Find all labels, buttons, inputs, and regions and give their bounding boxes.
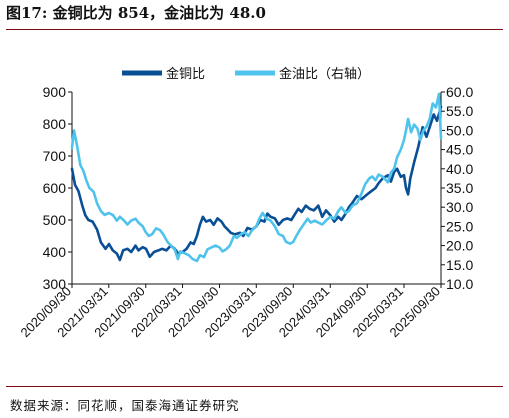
y-right-tick-label: 10.0	[446, 276, 473, 292]
title-rule	[6, 29, 503, 30]
y-left-tick-label: 900	[43, 84, 67, 100]
y-right-tick-label: 60.0	[446, 84, 473, 100]
series-line-gold-oil	[70, 92, 443, 263]
y-right-tick-label: 50.0	[446, 122, 473, 138]
y-right-tick-label: 45.0	[446, 142, 473, 158]
y-left-tick-label: 700	[43, 148, 67, 164]
y-right-tick-label: 15.0	[446, 257, 473, 273]
y-right-tick-label: 30.0	[446, 199, 473, 215]
y-right-tick-label: 55.0	[446, 103, 473, 119]
y-left-tick-label: 400	[43, 244, 67, 260]
y-right-tick-label: 25.0	[446, 218, 473, 234]
y-left-tick-label: 300	[43, 276, 67, 292]
series-lines	[70, 92, 443, 263]
figure-title: 图17: 金铜比为 854，金油比为 48.0	[6, 4, 266, 22]
source-note: 数据来源：同花顺，国泰海通证券研究	[10, 398, 240, 413]
legend-label-gold-copper: 金铜比	[166, 66, 205, 82]
y-left-tick-label: 600	[43, 180, 67, 196]
y-left-tick-label: 500	[43, 212, 67, 228]
y-left-tick-label: 800	[43, 116, 67, 132]
source-rule	[6, 386, 503, 387]
legend: 金铜比 金油比（右轴）	[122, 66, 370, 82]
y-right-tick-label: 35.0	[446, 180, 473, 196]
y-right-tick-label: 20.0	[446, 238, 473, 254]
series-line-gold-copper	[70, 105, 443, 262]
axes: 300 400 500 600 700 800 900 10.0 15.0 20.0 25.0 30.…	[17, 84, 473, 340]
y-right-tick-label: 40.0	[446, 161, 473, 177]
legend-label-gold-oil: 金油比（右轴）	[279, 66, 370, 82]
